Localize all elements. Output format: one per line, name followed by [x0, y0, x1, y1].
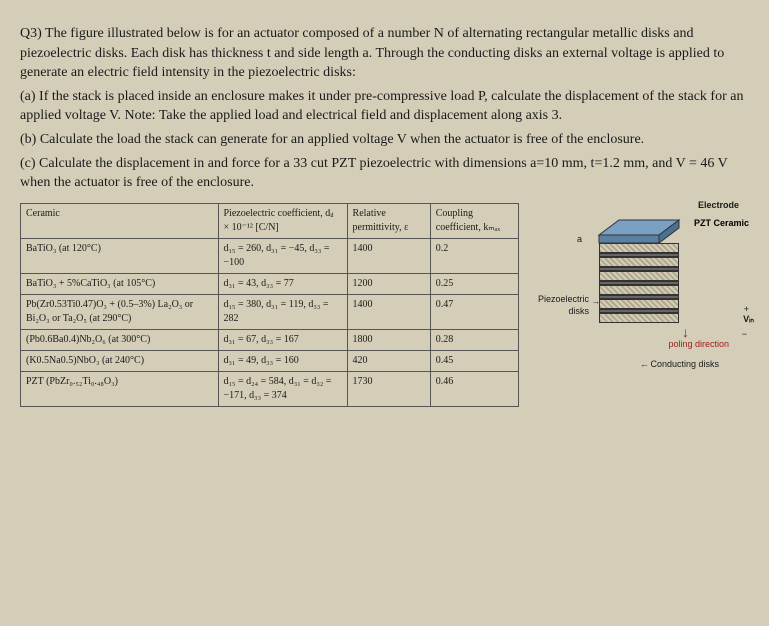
cell-ceramic: BaTiO₃ (at 120°C) [21, 238, 219, 273]
piezo-disk [599, 257, 679, 267]
cell-piezo: d₁₅ = d₂₄ = 584, d₃₁ = d₃₂ = −171, d₃₃ =… [218, 371, 347, 406]
table-row: Pb(Zr0.53Ti0.47)O₃ + (0.5–3%) La₂O₃ or B… [21, 294, 519, 329]
question-block: Q3) The figure illustrated below is for … [20, 24, 749, 193]
cell-piezo: d₃₁ = 67, d₃₃ = 167 [218, 329, 347, 350]
cell-ceramic: PZT (PbZr₀.₅₂Ti₀.₄₈O₃) [21, 371, 219, 406]
poling-arrow-icon: ↓ [682, 323, 689, 343]
conducting-label: Conducting disks [650, 358, 719, 371]
question-header: Q3) The figure illustrated below is for … [20, 24, 749, 83]
question-part-a: (a) If the stack is placed inside an enc… [20, 87, 749, 126]
cell-piezo: d₃₁ = 49, d₃₃ = 160 [218, 350, 347, 371]
cell-piezo: d₃₁ = 43, d₃₃ = 77 [218, 273, 347, 294]
electrode-label: Electrode [698, 199, 739, 212]
table-row: (K0.5Na0.5)NbO₃ (at 240°C) d₃₁ = 49, d₃₃… [21, 350, 519, 371]
col-perm: Relative permittivity, ε [347, 203, 430, 238]
piezo-disk [599, 313, 679, 323]
cell-coup: 0.2 [430, 238, 518, 273]
cell-piezo: d₁₅ = 380, d₃₁ = 119, d₃₃ = 282 [218, 294, 347, 329]
piezo-disk [599, 299, 679, 309]
col-piezo: Piezoelectric coefficient, dᵢⱼ × 10⁻¹² [… [218, 203, 347, 238]
cell-coup: 0.47 [430, 294, 518, 329]
cell-coup: 0.45 [430, 350, 518, 371]
cell-coup: 0.28 [430, 329, 518, 350]
top-plate-icon [589, 215, 689, 245]
cell-perm: 1730 [347, 371, 430, 406]
arrow-icon: → [591, 295, 600, 308]
table-row: BaTiO₃ + 5%CaTiO₃ (at 105°C) d₃₁ = 43, d… [21, 273, 519, 294]
cell-coup: 0.46 [430, 371, 518, 406]
cell-perm: 1200 [347, 273, 430, 294]
vin-minus-icon: − [742, 328, 747, 341]
cell-coup: 0.25 [430, 273, 518, 294]
pzt-ceramic-label: PZT Ceramic [694, 217, 749, 230]
actuator-diagram: Electrode PZT Ceramic a a Piezoelectric … [529, 203, 749, 323]
cell-perm: 1400 [347, 294, 430, 329]
piezo-disks-label: Piezoelectric disks [529, 293, 589, 318]
cell-ceramic: Pb(Zr0.53Ti0.47)O₃ + (0.5–3%) La₂O₃ or B… [21, 294, 219, 329]
question-part-c: (c) Calculate the displacement in and fo… [20, 154, 749, 193]
materials-table: Ceramic Piezoelectric coefficient, dᵢⱼ ×… [20, 203, 519, 407]
a-dim-label: a [577, 233, 582, 246]
cell-ceramic: BaTiO₃ + 5%CaTiO₃ (at 105°C) [21, 273, 219, 294]
content-row: Ceramic Piezoelectric coefficient, dᵢⱼ ×… [20, 203, 749, 407]
cell-ceramic: (K0.5Na0.5)NbO₃ (at 240°C) [21, 350, 219, 371]
table-row: PZT (PbZr₀.₅₂Ti₀.₄₈O₃) d₁₅ = d₂₄ = 584, … [21, 371, 519, 406]
poling-label: poling direction [668, 338, 729, 351]
vin-plus-icon: + [744, 303, 749, 316]
question-part-b: (b) Calculate the load the stack can gen… [20, 130, 749, 150]
cell-piezo: d₁₅ = 260, d₃₁ = −45, d₃₃ = −100 [218, 238, 347, 273]
table-row: BaTiO₃ (at 120°C) d₁₅ = 260, d₃₁ = −45, … [21, 238, 519, 273]
col-ceramic: Ceramic [21, 203, 219, 238]
piezo-disk [599, 271, 679, 281]
piezo-disk [599, 285, 679, 295]
cell-perm: 420 [347, 350, 430, 371]
arrow-icon: ← [640, 358, 649, 371]
col-coup: Coupling coefficient, kₘₐₓ [430, 203, 518, 238]
cell-perm: 1800 [347, 329, 430, 350]
cell-perm: 1400 [347, 238, 430, 273]
cell-ceramic: (Pb0.6Ba0.4)Nb₂O₆ (at 300°C) [21, 329, 219, 350]
disk-stack [599, 243, 679, 323]
table-row: (Pb0.6Ba0.4)Nb₂O₆ (at 300°C) d₃₁ = 67, d… [21, 329, 519, 350]
